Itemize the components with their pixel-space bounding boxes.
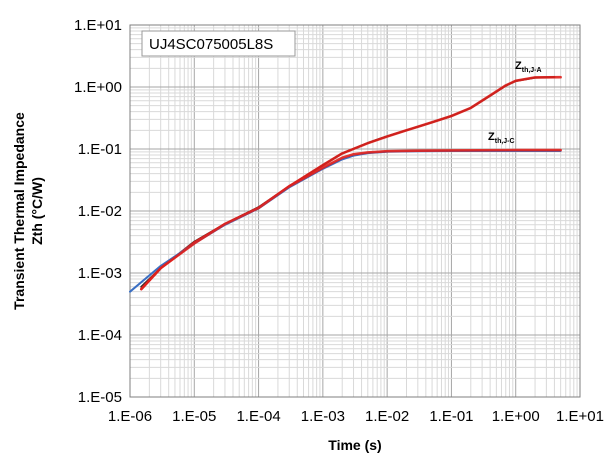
x-tick-label: 1.E-02: [365, 408, 409, 425]
y-axis-title-line2: Zth (°C/W): [29, 177, 45, 245]
series-line-j-c-measured: [140, 148, 562, 291]
annotation-zth-jc: Zth,J-C: [488, 131, 515, 145]
y-tick-label: 1.E+00: [74, 79, 122, 96]
y-tick-label: 1.E-03: [78, 265, 122, 282]
x-tick-label: 1.E+00: [492, 408, 540, 425]
y-tick-label: 1.E-02: [78, 203, 122, 220]
y-tick-label: 1.E-01: [78, 141, 122, 158]
grid-lines: [130, 25, 580, 397]
y-axis-title: Transient Thermal Impedance Zth (°C/W): [11, 112, 45, 310]
y-tick-label: 1.E-05: [78, 389, 122, 406]
y-tick-label: 1.E+01: [74, 17, 122, 34]
x-axis-title: Time (s): [328, 437, 381, 453]
x-tick-label: 1.E-05: [172, 408, 216, 425]
plot-area-border: [129, 24, 581, 398]
x-tick-label: 1.E+01: [556, 408, 604, 425]
part-number-box: [141, 30, 296, 57]
x-tick-labels: 1.E-06 1.E-05 1.E-04 1.E-03 1.E-02 1.E-01 1.E+…: [108, 408, 604, 425]
annotation-zth-ja: Zth,J-A: [515, 60, 542, 74]
part-number-label: UJ4SC075005L8S: [149, 36, 273, 53]
x-tick-label: 1.E-03: [301, 408, 345, 425]
y-axis-title-line1: Transient Thermal Impedance: [11, 112, 27, 310]
x-tick-label: 1.E-04: [236, 408, 280, 425]
y-tick-labels: 1.E+01 1.E+00 1.E-01 1.E-02 1.E-03 1.E-04 1.E-…: [74, 17, 122, 406]
series-lines: [129, 75, 562, 293]
y-tick-label: 1.E-04: [78, 327, 122, 344]
x-tick-label: 1.E-01: [429, 408, 473, 425]
x-tick-label: 1.E-06: [108, 408, 152, 425]
